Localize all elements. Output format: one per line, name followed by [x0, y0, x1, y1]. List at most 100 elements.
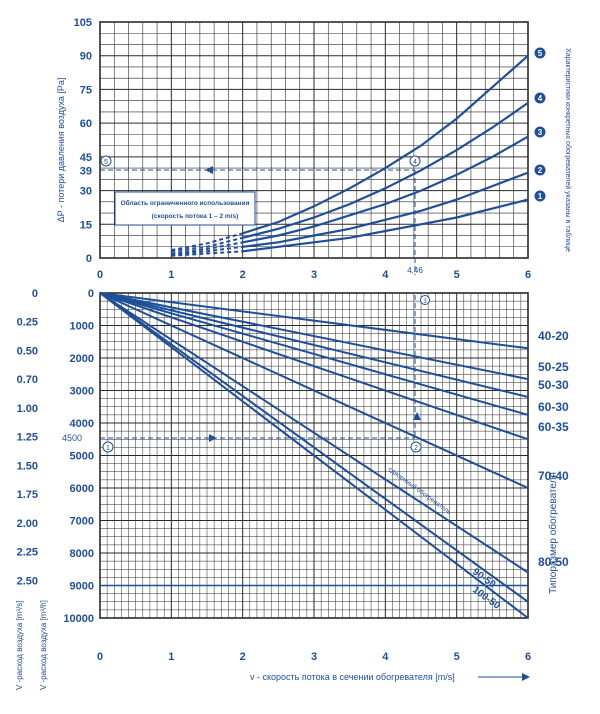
bottom-y-tick-m3h: 4000: [70, 418, 94, 430]
left-axis-label-m3h: V -расход воздуха [m³/h]: [39, 600, 48, 690]
series-badge-2: [534, 164, 546, 176]
pressure-curve-1: [242, 198, 529, 253]
bottom-y-tick-m3s: 2.50: [17, 575, 38, 587]
series-badge-1: [534, 190, 546, 202]
flow-line-100-50: [99, 292, 529, 619]
bottom-x-tick: 6: [525, 651, 531, 663]
pressure-curve-1-restricted: [171, 250, 243, 257]
bottom-y-tick-m3s: 0: [32, 288, 38, 300]
size-label-60-30: 60-30: [538, 400, 569, 414]
left-axis-label-m3s: V -расход воздуха [m³/s]: [15, 601, 24, 690]
bottom-y-tick-m3h: 3000: [70, 386, 94, 398]
restricted-region-box: Область ограниченного использования (ско…: [114, 191, 256, 226]
series-badge-4: [534, 92, 546, 104]
bottom-x-tick: 0: [97, 651, 103, 663]
top-y-tick: 90: [80, 51, 92, 63]
size-label-60-35: 60-35: [538, 420, 569, 434]
reading-guides-top: [100, 166, 416, 275]
bottom-y-tick-m3h: 2000: [70, 353, 94, 365]
bottom-y-tick-m3s: 0.25: [17, 317, 38, 329]
y-tick-4500: 4500: [62, 433, 82, 443]
bottom-x-axis-label: v - скорость потока в сечении обогревате…: [250, 672, 455, 682]
flow-rate-lines: [99, 292, 529, 619]
size-label-50-30: 50-30: [538, 378, 569, 392]
flow-line-40-20: [99, 292, 529, 350]
bottom-y-tick-m3h: 1000: [70, 321, 94, 333]
step-marker-1-label: 1: [106, 445, 110, 452]
flow-line-50-25: [99, 292, 529, 381]
series-badge-5-label: 5: [538, 49, 543, 58]
top-y-tick: 15: [80, 219, 92, 231]
step-marker-2: 2: [410, 441, 422, 453]
top-y-tick: 60: [80, 118, 92, 130]
series-badge-2-label: 2: [538, 166, 543, 175]
size-label-70-40: 70-40: [538, 469, 569, 483]
pressure-curve-2-restricted: [171, 245, 243, 256]
step-marker-4-label: 4: [413, 159, 417, 166]
bottom-x-tick: 3: [311, 651, 317, 663]
pressure-curve-5-restricted: [171, 232, 243, 252]
flow-line-60-30: [99, 292, 529, 416]
step-marker-3-label: 3: [423, 299, 427, 305]
bottom-y-tick-m3h: 10000: [63, 613, 94, 625]
bottom-x-tick: 4: [382, 651, 389, 663]
top-x-tick: 2: [240, 269, 246, 281]
bottom-y-tick-m3s: 1.50: [17, 460, 38, 472]
series-badge-3-label: 3: [538, 128, 543, 137]
series-badge-1-label: 1: [538, 192, 543, 201]
right-axis-label: Типоразмер обогревателя: [547, 472, 559, 594]
bottom-y-tick-m3s: 1.25: [17, 432, 38, 444]
bottom-axis-ticks: 0100020003000400050006000700080009000100…: [17, 288, 531, 663]
bottom-x-tick: 1: [168, 651, 174, 663]
pressure-curve-3-restricted: [171, 241, 243, 255]
size-label-80-50: 80-50: [538, 555, 569, 569]
right-side-note: Характеристики конкретных обогревателей …: [564, 48, 572, 252]
bottom-y-tick-m3s: 2.00: [17, 518, 38, 530]
top-x-tick: 3: [311, 269, 317, 281]
top-x-tick: 4: [382, 269, 389, 281]
pressure-curve-4: [242, 101, 529, 239]
flow-line-60-35: [99, 292, 529, 441]
bottom-y-tick-m3h: 9000: [70, 581, 94, 593]
step-marker-5-left-label: 5: [104, 159, 108, 166]
bottom-y-tick-m3s: 2.25: [17, 547, 38, 559]
step-marker-1: 1: [102, 441, 114, 453]
flow-line-80-50: [99, 292, 529, 574]
top-y-tick: 39: [80, 165, 92, 177]
top-y-tick: 0: [86, 253, 92, 265]
top-x-tick: 6: [525, 269, 531, 281]
bottom-y-tick-m3h: 7000: [70, 516, 94, 528]
size-label-40-20: 40-20: [538, 329, 569, 343]
bottom-y-tick-m3s: 1.75: [17, 489, 38, 501]
top-y-tick: 30: [80, 186, 92, 198]
bottom-y-tick-m3s: 1.00: [17, 403, 38, 415]
bottom-y-tick-m3s: 0.70: [17, 374, 38, 386]
flow-line-50-30: [99, 292, 529, 398]
series-badge-4-label: 4: [538, 94, 543, 103]
flow-line-70-40: [99, 292, 529, 489]
restricted-region-title: Область ограниченного использования: [121, 199, 250, 207]
series-badges: 1 2 3 4 5: [534, 47, 546, 202]
top-x-tick: 5: [454, 269, 460, 281]
top-x-tick: 0: [97, 269, 103, 281]
bottom-y-tick-m3s: 0.50: [17, 345, 38, 357]
bottom-y-tick-m3h: 8000: [70, 548, 94, 560]
bottom-y-tick-m3h: 0: [88, 288, 94, 300]
bottom-x-tick: 5: [454, 651, 460, 663]
top-y-tick: 105: [74, 17, 92, 29]
pressure-curve-4-restricted: [171, 236, 243, 253]
series-badge-5: [534, 47, 546, 59]
marked-velocity-value: 4,46: [407, 266, 423, 275]
pressure-loss-curves: [171, 54, 529, 257]
reading-guides-bottom: [100, 295, 421, 442]
bottom-x-tick: 2: [240, 651, 246, 663]
step-marker-3: 3: [420, 295, 430, 305]
top-x-tick: 1: [168, 269, 174, 281]
restricted-region-subtitle: (скорость потока 1 – 2 m/s): [152, 213, 238, 220]
step-marker-2-label: 2: [414, 445, 418, 452]
series-badge-3: [534, 126, 546, 138]
bottom-y-tick-m3h: 5000: [70, 451, 94, 463]
step-marker-5-left: 5: [100, 155, 112, 167]
bottom-y-tick-m3h: 6000: [70, 483, 94, 495]
